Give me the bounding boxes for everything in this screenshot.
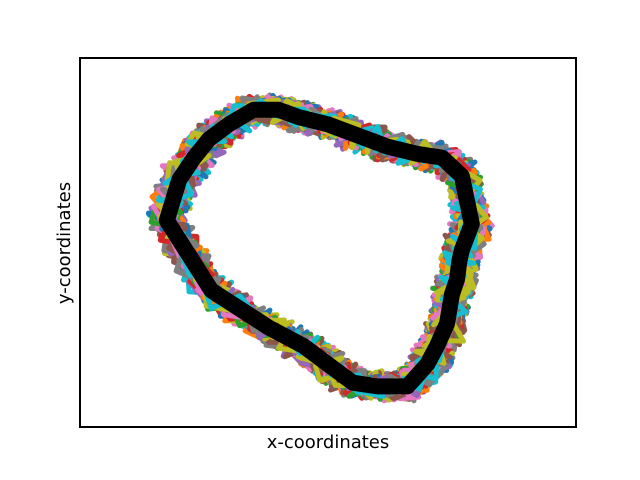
plot-frame bbox=[79, 57, 577, 428]
y-axis-label: y-coordinates bbox=[54, 182, 75, 304]
plot-area bbox=[145, 92, 495, 404]
x-axis-label: x-coordinates bbox=[267, 432, 390, 453]
mean-path-line bbox=[158, 101, 480, 395]
